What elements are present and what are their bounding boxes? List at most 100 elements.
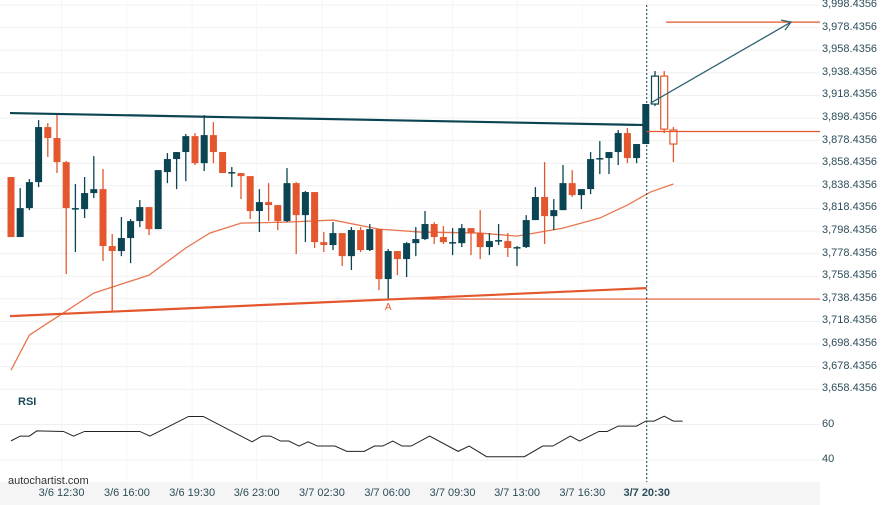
candle-body [430, 224, 438, 238]
candle-body [439, 237, 447, 243]
candle-body [393, 251, 401, 260]
candle-body [136, 207, 144, 222]
candle-body [449, 242, 457, 244]
price-tick-label: 3,998.4356 [822, 0, 878, 10]
candle-body [154, 170, 162, 230]
price-tick-label: 3,778.4356 [822, 246, 878, 259]
candle-body [301, 192, 309, 216]
rsi-tick-label: 40 [822, 453, 835, 466]
candle-body [16, 208, 24, 238]
arrow-head-icon [780, 19, 793, 31]
candle-body [108, 246, 116, 252]
time-tick-label: 3/7 20:30 [623, 487, 670, 499]
candle-body [182, 136, 190, 153]
price-tick-label: 3,938.4356 [822, 65, 878, 78]
candle-body [292, 183, 300, 216]
candle-body [90, 189, 98, 194]
candle-body [550, 210, 558, 217]
time-tick-label: 3/6 23:00 [233, 487, 280, 499]
candle-body [246, 176, 254, 212]
price-tick-label: 3,818.4356 [822, 201, 878, 214]
candle-body [311, 192, 319, 243]
time-tick-label: 3/7 16:30 [559, 487, 606, 499]
candle-body [522, 220, 530, 248]
candle-body [531, 197, 539, 221]
candle-body [71, 208, 79, 210]
candle-body [421, 224, 429, 240]
candle-body [467, 228, 475, 234]
price-tick-label: 3,698.4356 [822, 337, 878, 349]
candle-body [476, 233, 484, 248]
candle-body [458, 228, 466, 244]
candle-body [265, 202, 273, 206]
rsi-line [10, 415, 683, 458]
support-trendline [9, 287, 647, 318]
branding-label: autochartist.com [8, 475, 89, 487]
candle-body [81, 193, 89, 210]
candle-body [283, 183, 291, 222]
price-tick-label: 3,898.4356 [822, 111, 878, 123]
candle-body [25, 182, 33, 209]
candle-body [35, 127, 43, 183]
price-tick-label: 3,758.4356 [822, 269, 878, 282]
candle-body [117, 238, 125, 252]
price-tick-label: 3,918.4356 [822, 88, 878, 101]
moving-average-line [10, 183, 674, 371]
candle-body [173, 152, 181, 160]
candle-body [587, 159, 595, 190]
price-tick-label: 3,878.4356 [822, 133, 878, 146]
candle-body [605, 152, 613, 159]
price-tick-label: 3,658.4356 [822, 382, 878, 395]
point-label-a: A [385, 302, 392, 313]
candle-body [375, 229, 383, 280]
candle-body [541, 197, 549, 217]
candle-body [53, 138, 61, 163]
candle-body [228, 172, 236, 174]
rsi-title: RSI [18, 396, 37, 408]
candle-body [329, 233, 337, 246]
candle-body [320, 242, 328, 246]
price-tick-label: 3,718.4356 [822, 314, 878, 327]
time-tick-label: 3/7 06:00 [364, 487, 411, 499]
candle-body [485, 241, 493, 248]
time-tick-label: 3/7 13:00 [494, 487, 540, 499]
price-tick-label: 3,838.4356 [822, 178, 878, 191]
time-tick-label: 3/6 12:30 [38, 487, 85, 499]
target-arrow [650, 21, 792, 104]
candle-body [660, 75, 669, 130]
candle-body [347, 230, 355, 257]
candle-body [274, 205, 282, 222]
candle-body [127, 221, 135, 239]
candle-body [623, 133, 631, 159]
time-tick-label: 3/7 09:30 [429, 487, 476, 499]
rsi-tick-label: 60 [822, 417, 835, 430]
time-axis-background [0, 482, 820, 505]
candle-body [219, 152, 227, 174]
candle-body [384, 251, 392, 280]
candle-body [7, 177, 15, 238]
candle-body [403, 243, 411, 260]
price-tick-label: 3,738.4356 [822, 291, 878, 304]
candle-body [412, 239, 420, 244]
candle-body [366, 229, 374, 251]
candle-body [568, 183, 576, 196]
candle-body [577, 189, 585, 196]
time-tick-label: 3/6 19:30 [169, 487, 216, 499]
candle-body [357, 230, 365, 251]
time-tick-label: 3/7 02:30 [299, 487, 345, 499]
candle-body [237, 173, 245, 177]
candle-body [596, 158, 604, 160]
candle-body [669, 129, 678, 145]
candle-body [614, 133, 622, 153]
candle-body [633, 144, 641, 159]
candle-body [559, 183, 567, 211]
candle-body [62, 162, 70, 209]
candle-body [200, 135, 208, 164]
candle-body [145, 207, 153, 230]
candle-body [255, 202, 263, 212]
candle-body [504, 241, 512, 248]
candle-body [163, 159, 171, 173]
price-tick-label: 3,678.4356 [822, 359, 878, 372]
